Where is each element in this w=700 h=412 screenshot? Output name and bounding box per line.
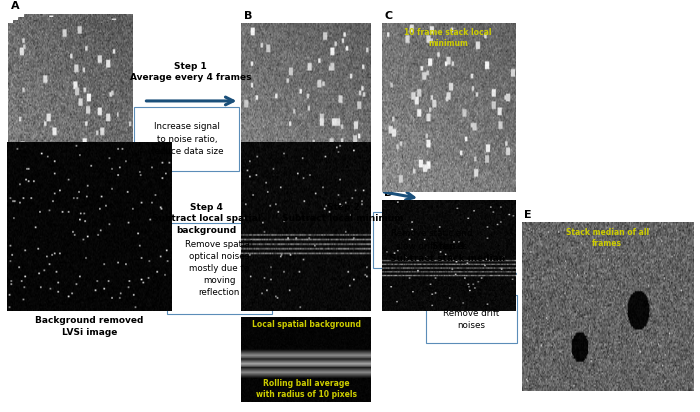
Text: Raw LVSi images: Raw LVSi images	[27, 197, 112, 206]
Text: G: G	[244, 305, 253, 315]
FancyBboxPatch shape	[167, 223, 272, 314]
Text: Background removed
LVSi image: Background removed LVSi image	[35, 316, 144, 337]
Text: F: F	[244, 130, 252, 140]
Text: C: C	[384, 11, 393, 21]
FancyBboxPatch shape	[373, 212, 491, 268]
FancyBboxPatch shape	[134, 107, 239, 171]
Text: H: H	[10, 130, 19, 140]
Text: Step 4
Subtract local spatial
background: Step 4 Subtract local spatial background	[152, 203, 261, 235]
Text: B: B	[244, 11, 253, 21]
Text: A: A	[10, 1, 19, 11]
Text: Remove drift
noises: Remove drift noises	[443, 309, 499, 330]
Text: Step 3
Subtract stack median: Step 3 Subtract stack median	[391, 242, 505, 263]
Text: Remove spatial
optical noises
mostly due to
moving
reflection: Remove spatial optical noises mostly due…	[186, 240, 253, 297]
Text: E: E	[524, 211, 532, 220]
Text: Step 2
Subtract local minimum: Step 2 Subtract local minimum	[282, 203, 404, 223]
FancyBboxPatch shape	[426, 295, 517, 343]
Text: D: D	[384, 188, 393, 198]
Text: Step 1
Average every 4 frames: Step 1 Average every 4 frames	[130, 62, 251, 82]
Text: Increase signal
to noise ratio,
reduce data size: Increase signal to noise ratio, reduce d…	[150, 122, 223, 156]
Text: Remove static and
slow drift noises: Remove static and slow drift noises	[391, 229, 472, 250]
